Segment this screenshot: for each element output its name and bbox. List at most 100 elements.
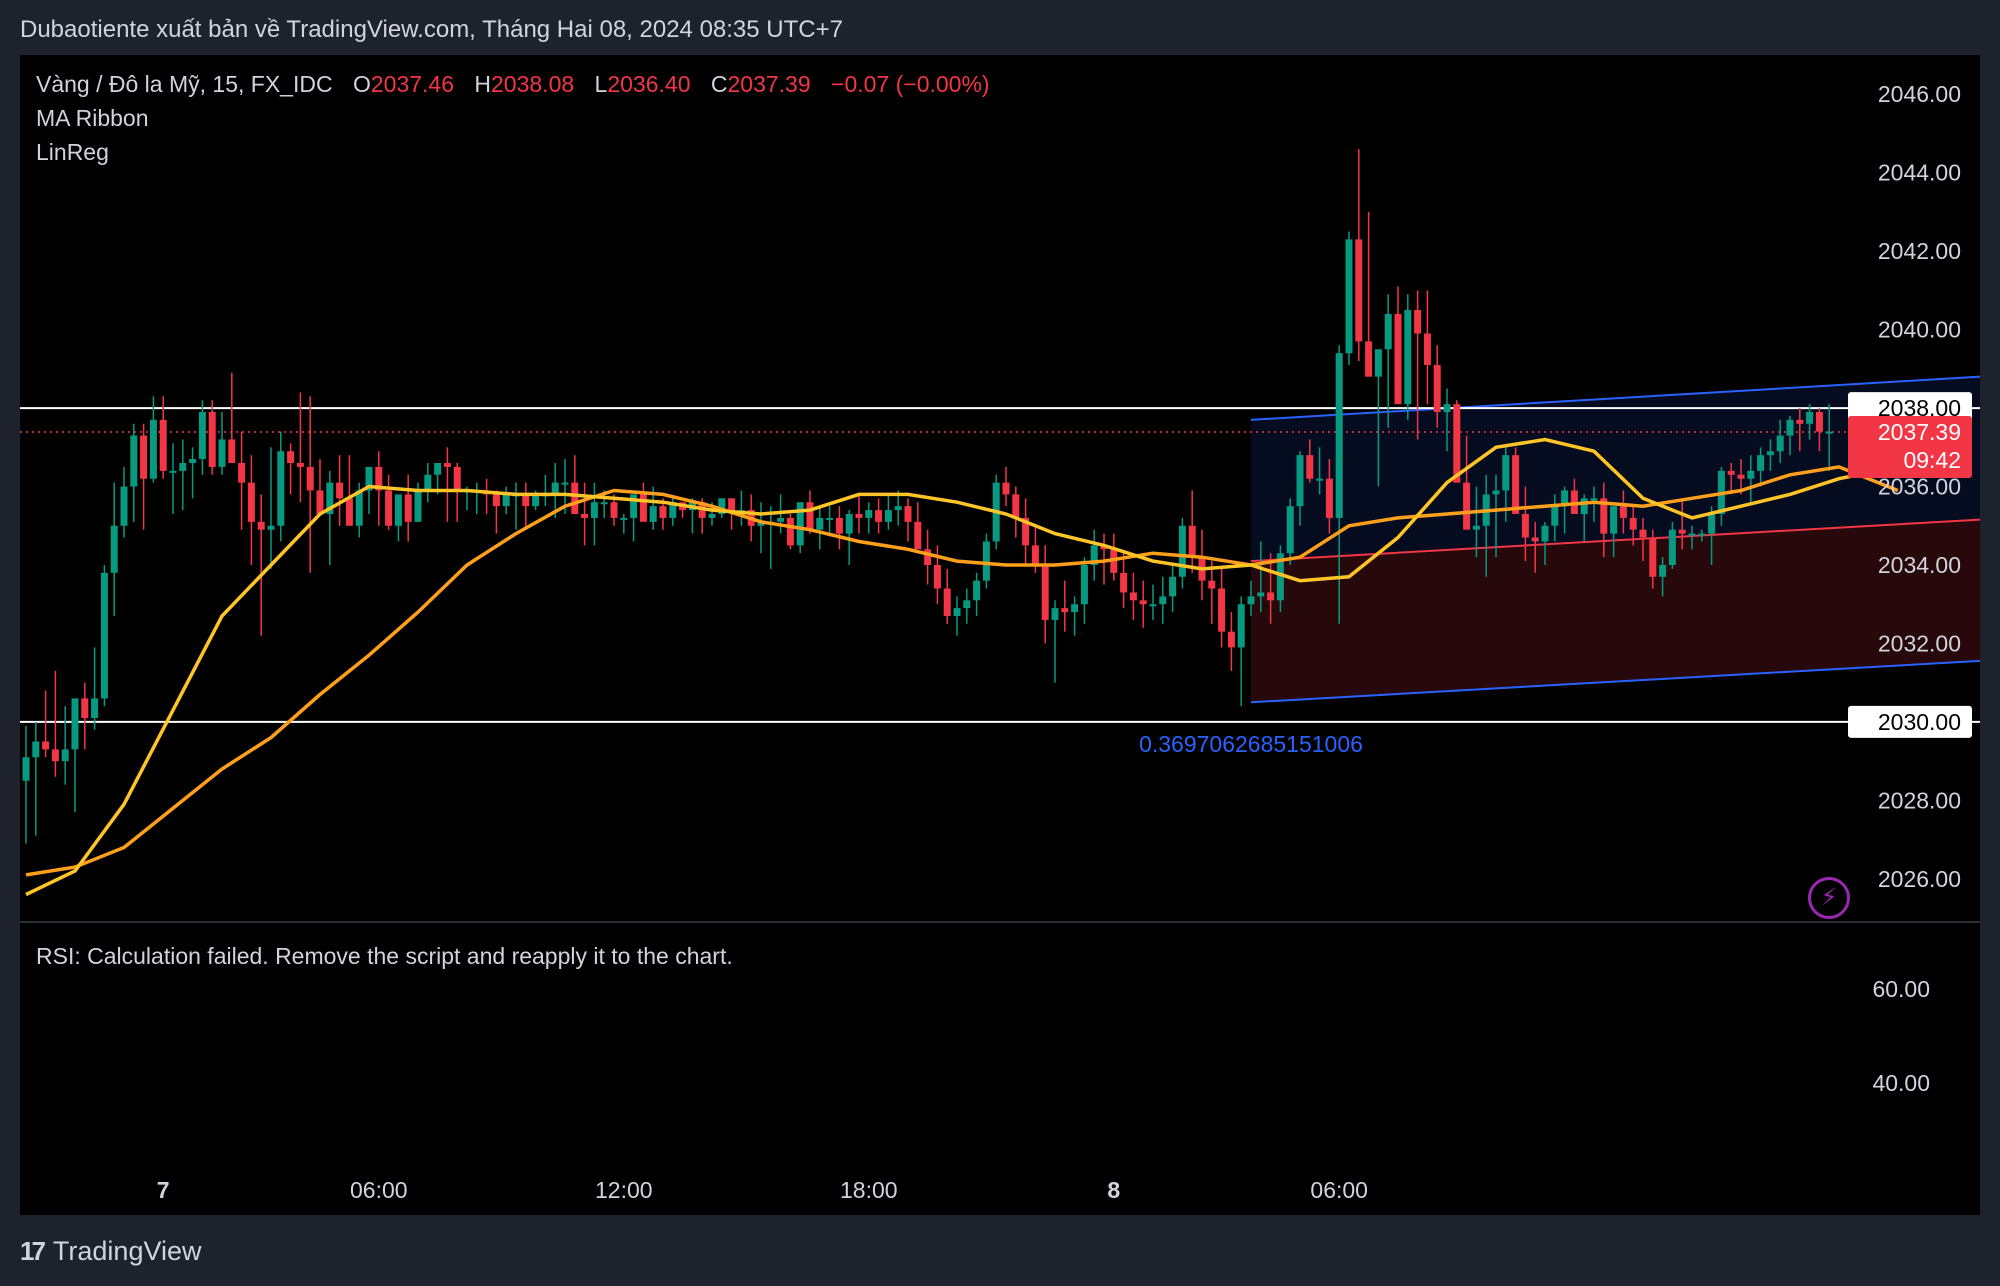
candle: [365, 466, 373, 514]
candle: [149, 396, 157, 483]
candle-body: [933, 565, 941, 589]
candle-body: [453, 466, 461, 491]
candle-body: [845, 514, 853, 534]
linreg-mid-line: [1250, 518, 1980, 563]
candle-body: [1512, 455, 1520, 514]
candle-body: [1218, 588, 1226, 632]
candle: [218, 412, 226, 475]
candle-body: [1345, 239, 1353, 354]
candle: [1806, 404, 1814, 440]
candle-body: [502, 494, 510, 507]
candle-body: [1061, 608, 1069, 613]
candle: [512, 482, 520, 530]
candle: [22, 725, 30, 844]
candle: [345, 455, 353, 526]
chart-frame[interactable]: 0.3697062685151006 2046.00 2044.00 2042.00…: [20, 55, 1980, 1215]
candle-body: [100, 572, 108, 699]
candle: [1169, 565, 1177, 613]
candle-body: [522, 494, 530, 507]
candle: [1404, 294, 1412, 420]
candle-body: [32, 741, 40, 758]
candle-body: [816, 517, 824, 530]
candle: [1345, 231, 1353, 365]
candle-body: [110, 525, 118, 573]
candle-body: [120, 486, 128, 526]
candle: [267, 447, 275, 569]
candle: [1766, 439, 1774, 471]
time-tick-label: 12:00: [595, 1177, 653, 1203]
candle: [1561, 486, 1569, 534]
candle: [483, 478, 491, 514]
candle: [1002, 466, 1010, 507]
candle-body: [1659, 565, 1667, 577]
lightning-icon[interactable]: ⚡: [1808, 877, 1850, 919]
candle-body: [179, 463, 187, 471]
candle-body: [1316, 478, 1324, 481]
candle: [1041, 545, 1049, 644]
price-chart[interactable]: 0.3697062685151006 2046.00 2044.00 2042.00…: [20, 55, 1980, 1215]
candle-body: [1786, 419, 1794, 436]
candle-body: [1247, 596, 1255, 605]
candle: [835, 506, 843, 550]
candle-body: [189, 459, 197, 463]
candle-body: [600, 502, 608, 505]
candle: [492, 490, 500, 534]
candle-body: [306, 466, 314, 491]
time-tick-label: 8: [1107, 1177, 1120, 1203]
candle: [590, 482, 598, 546]
candle-body: [914, 521, 922, 550]
candle: [571, 455, 579, 514]
candle: [1012, 486, 1020, 538]
linreg-lower-fill: [1251, 519, 1980, 703]
candle-body: [375, 466, 383, 491]
candle-body: [718, 498, 726, 514]
candle-body: [620, 517, 628, 520]
candle-body: [296, 463, 304, 467]
candle-body: [796, 502, 804, 546]
candle-body: [649, 506, 657, 522]
candle-body: [982, 541, 990, 581]
candle: [247, 455, 255, 565]
candle: [1649, 529, 1657, 589]
candle: [757, 502, 765, 554]
candle-body: [1394, 313, 1402, 405]
candle-body: [1149, 604, 1157, 607]
candle: [71, 698, 79, 813]
candle: [1541, 521, 1549, 565]
candle-body: [875, 510, 883, 522]
candle: [306, 396, 314, 573]
candle-body: [1286, 506, 1294, 554]
last-price-box: [1848, 416, 1972, 479]
indicator-linreg[interactable]: LinReg: [36, 139, 109, 165]
candle: [473, 482, 481, 514]
tradingview-logo-icon: 17: [20, 1236, 46, 1266]
candle-body: [365, 466, 373, 491]
candle-body: [1678, 529, 1686, 534]
candle-body: [1629, 517, 1637, 530]
candle-body: [1031, 545, 1039, 565]
candle-body: [169, 470, 177, 473]
candle: [551, 463, 559, 518]
candle: [1600, 482, 1608, 558]
candle: [1071, 596, 1079, 636]
candle-body: [1384, 313, 1392, 350]
price-tick-label: 2028.00: [1878, 787, 1961, 813]
candle-body: [581, 514, 589, 518]
candle: [159, 396, 167, 479]
candle-body: [51, 749, 59, 762]
candle-body: [826, 517, 834, 520]
candle: [1531, 521, 1539, 573]
candle: [110, 482, 118, 616]
candle-body: [1610, 506, 1618, 534]
price-tick-label: 2032.00: [1878, 630, 1961, 656]
candle-body: [1531, 537, 1539, 542]
candle: [522, 482, 530, 530]
candle-body: [659, 506, 667, 518]
candle: [51, 670, 59, 777]
candle-body: [963, 600, 971, 609]
candle-body: [1139, 600, 1147, 605]
candle: [404, 474, 412, 542]
candle-body: [1590, 498, 1598, 501]
countdown-label: 09:42: [1903, 447, 1961, 473]
indicator-ma-ribbon[interactable]: MA Ribbon: [36, 105, 149, 131]
